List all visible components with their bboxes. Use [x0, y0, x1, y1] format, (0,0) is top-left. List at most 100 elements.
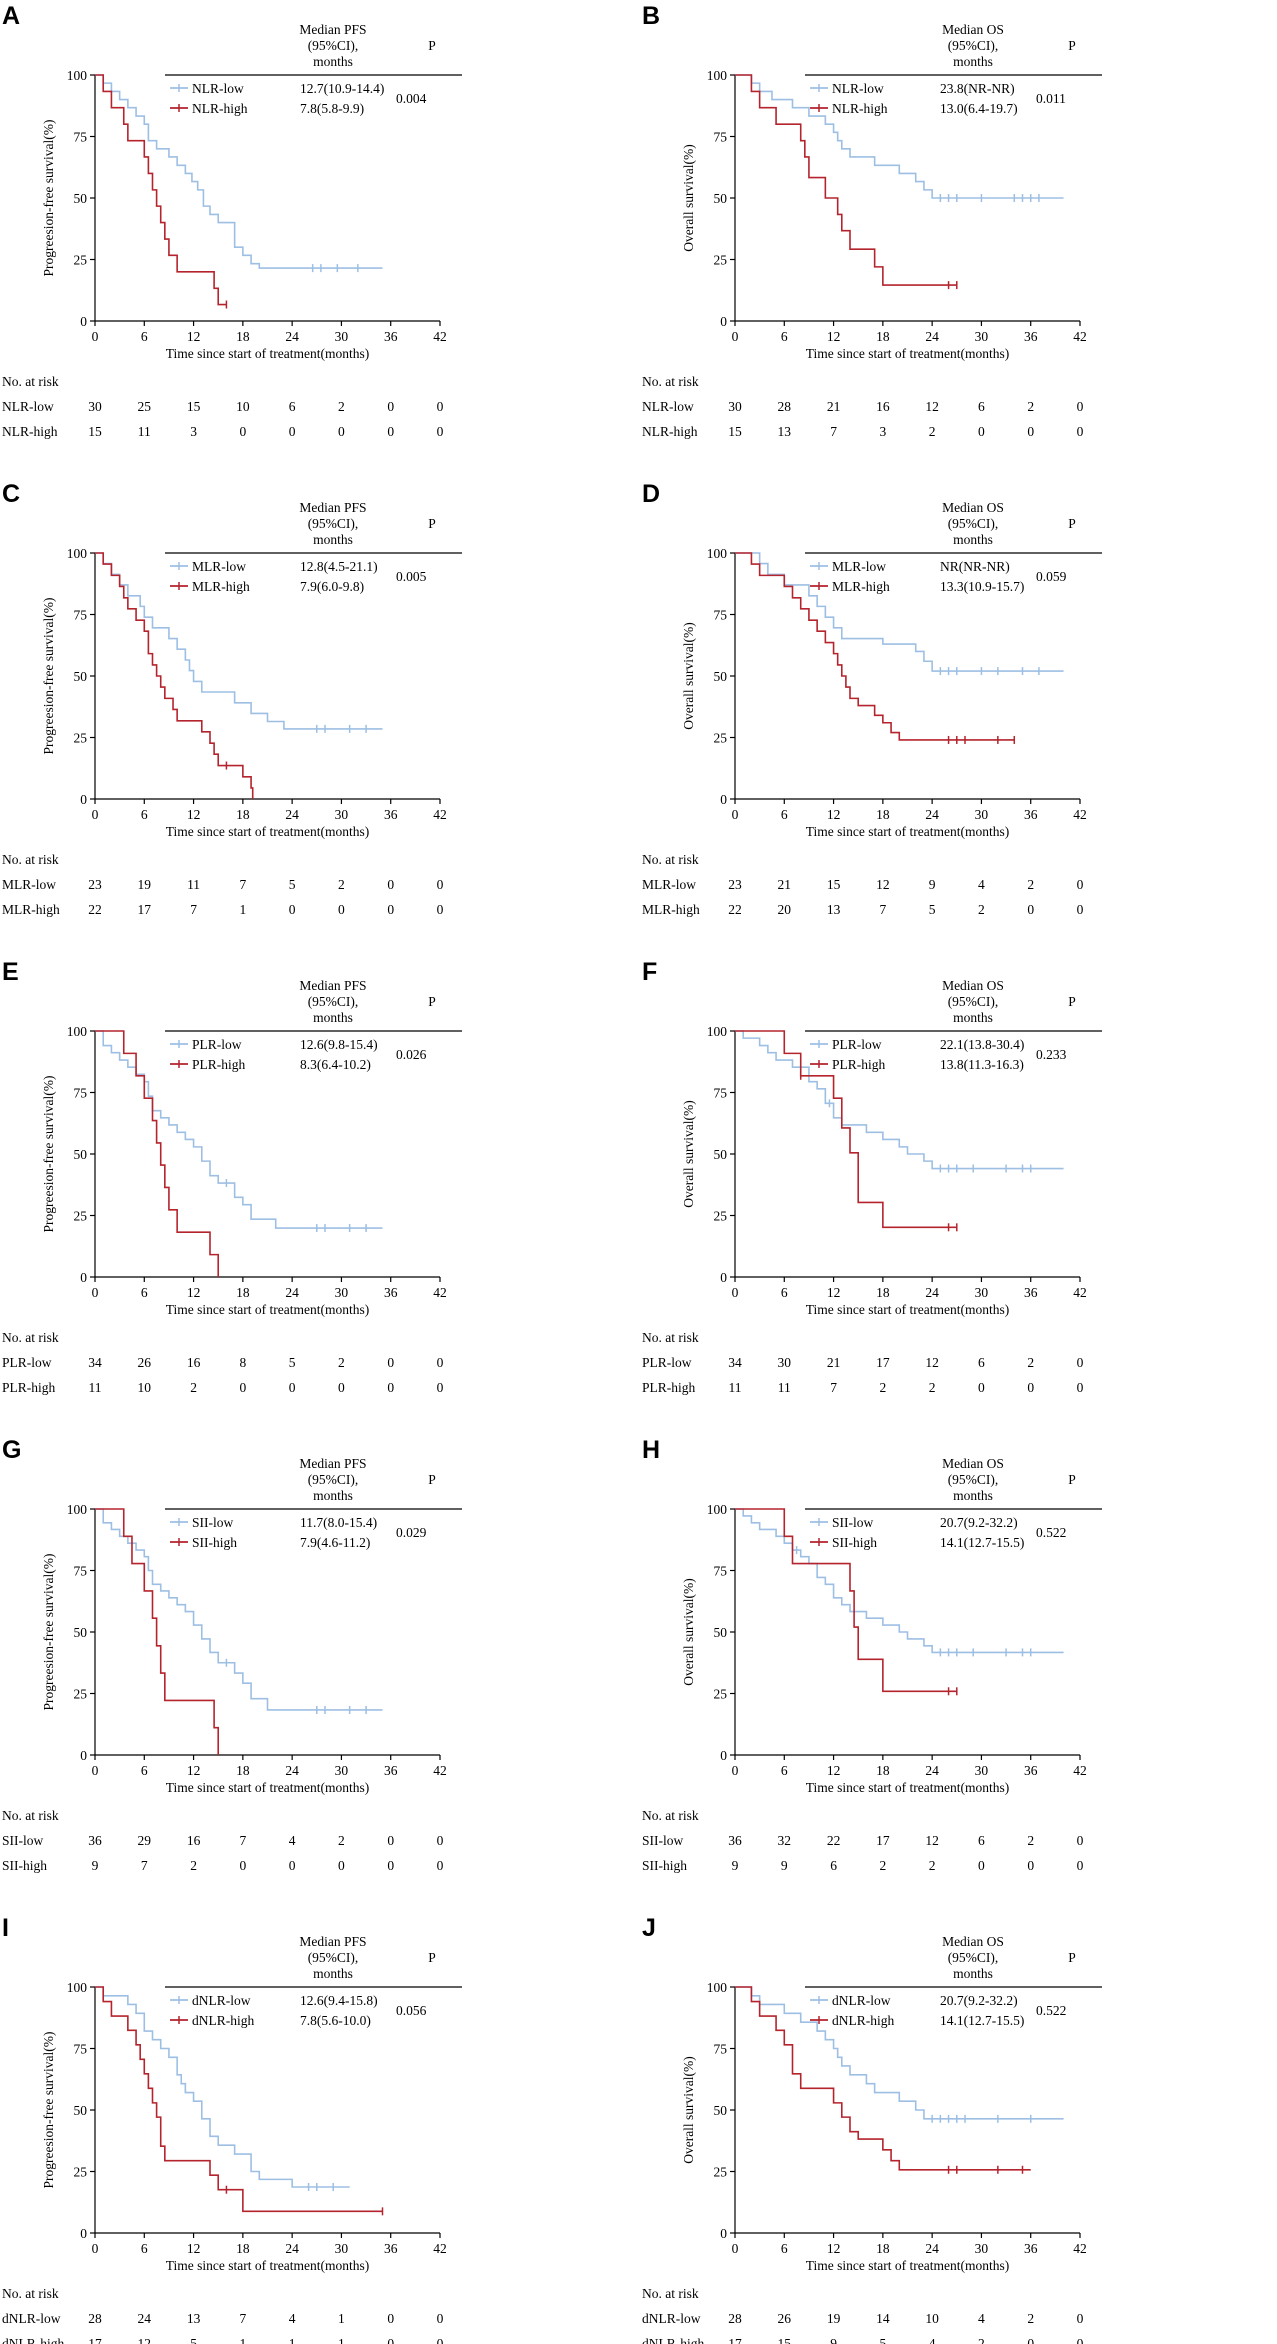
x-tick-label: 0 — [92, 1763, 99, 1778]
y-axis-title: Progreesion-free survival(%) — [41, 597, 56, 754]
x-tick-label: 6 — [781, 2241, 788, 2256]
risk-count: 11 — [729, 1380, 742, 1395]
risk-row-label: SII-high — [642, 1858, 687, 1873]
risk-table-title: No. at risk — [642, 852, 699, 867]
y-tick-label: 75 — [74, 1564, 88, 1579]
risk-count: 2 — [190, 1380, 197, 1395]
risk-count: 2 — [1027, 877, 1034, 892]
risk-count: 0 — [978, 1858, 985, 1873]
x-tick-label: 18 — [876, 2241, 890, 2256]
median-header-line: Median OS — [942, 978, 1004, 993]
risk-count: 0 — [289, 1380, 296, 1395]
km-curve-low — [95, 74, 383, 269]
x-tick-label: 12 — [187, 1285, 201, 1300]
risk-count: 29 — [138, 1833, 152, 1848]
km-panel-g: G Median PFS (95%CI), months P SII-low 11.7(8.… — [0, 1434, 620, 1873]
panel-letter: D — [642, 480, 660, 508]
risk-count: 0 — [239, 424, 246, 439]
risk-count: 2 — [879, 1380, 886, 1395]
risk-count: 14 — [876, 2311, 890, 2326]
km-panel-a: A Median PFS (95%CI), months P NLR-low 12.7(10… — [0, 0, 620, 439]
risk-count: 2 — [1027, 1833, 1034, 1848]
risk-row-label: NLR-low — [642, 399, 694, 414]
legend-label: NLR-low — [192, 81, 244, 96]
x-tick-label: 30 — [975, 1763, 989, 1778]
panel-letter: I — [2, 1914, 9, 1942]
km-curve-high — [735, 1986, 1031, 2171]
y-tick-label: 100 — [707, 546, 728, 561]
risk-count: 0 — [387, 1355, 394, 1370]
x-tick-label: 30 — [335, 807, 349, 822]
x-tick-label: 6 — [781, 1763, 788, 1778]
risk-count: 34 — [728, 1355, 742, 1370]
risk-count: 0 — [1077, 1355, 1084, 1370]
y-tick-label: 0 — [80, 1748, 87, 1763]
x-tick-label: 30 — [975, 2241, 989, 2256]
x-tick-label: 36 — [384, 807, 398, 822]
risk-count: 11 — [89, 1380, 102, 1395]
risk-count: 11 — [187, 877, 200, 892]
risk-count: 0 — [1027, 424, 1034, 439]
panel-letter: F — [642, 958, 657, 986]
legend-label: dNLR-high — [832, 2013, 894, 2028]
risk-row-label: dNLR-low — [642, 2311, 701, 2326]
p-header: P — [1068, 38, 1076, 53]
y-tick-label: 100 — [67, 1980, 88, 1995]
panel-letter: A — [2, 2, 20, 30]
km-curve-low — [95, 1030, 383, 1229]
x-tick-label: 18 — [236, 1285, 250, 1300]
risk-row-label: MLR-low — [642, 877, 696, 892]
risk-count: 1 — [239, 2336, 246, 2344]
x-tick-label: 6 — [141, 1763, 148, 1778]
y-tick-label: 25 — [714, 731, 728, 746]
risk-count: 5 — [190, 2336, 197, 2344]
median-header-line: (95%CI), — [308, 994, 359, 1009]
median-header-line: months — [953, 1488, 993, 1503]
km-panel-c: C Median PFS (95%CI), months P MLR-low 12.8(4.… — [0, 478, 620, 917]
legend-median: 22.1(13.8-30.4) — [940, 1037, 1024, 1052]
x-tick-label: 30 — [975, 807, 989, 822]
risk-count: 0 — [338, 1380, 345, 1395]
risk-count: 4 — [978, 877, 985, 892]
x-tick-label: 12 — [187, 329, 201, 344]
x-tick-label: 12 — [827, 329, 841, 344]
km-chart: C Median PFS(95%CI),months P MLR-low 12.8(4.… — [2, 480, 462, 917]
risk-count: 7 — [830, 424, 837, 439]
y-axis-title: Overall survival(%) — [681, 1100, 696, 1208]
km-curve-high — [95, 1030, 220, 1277]
legend-label: SII-high — [192, 1535, 237, 1550]
p-value: 0.029 — [396, 1525, 427, 1540]
x-tick-label: 24 — [285, 329, 299, 344]
x-tick-label: 6 — [781, 1285, 788, 1300]
legend-median: NR(NR-NR) — [940, 559, 1010, 574]
risk-count: 21 — [778, 877, 792, 892]
km-chart: G Median PFS(95%CI),months P SII-low 11.7(8.… — [2, 1436, 462, 1873]
risk-count: 0 — [387, 2311, 394, 2326]
x-axis-title: Time since start of treatment(months) — [166, 1302, 369, 1317]
risk-count: 4 — [929, 2336, 936, 2344]
risk-count: 19 — [138, 877, 152, 892]
risk-count: 5 — [929, 902, 936, 917]
risk-count: 0 — [338, 1858, 345, 1873]
risk-count: 24 — [138, 2311, 152, 2326]
risk-count: 7 — [190, 902, 197, 917]
risk-table-title: No. at risk — [2, 2286, 59, 2301]
risk-count: 0 — [437, 902, 444, 917]
risk-count: 0 — [387, 1833, 394, 1848]
risk-row-label: MLR-low — [2, 877, 56, 892]
risk-count: 1 — [338, 2336, 345, 2344]
risk-count: 3 — [879, 424, 886, 439]
y-tick-label: 50 — [714, 2103, 728, 2118]
risk-count: 17 — [138, 902, 152, 917]
legend-label: NLR-high — [192, 101, 248, 116]
p-header: P — [428, 1950, 436, 1965]
risk-count: 2 — [879, 1858, 886, 1873]
y-tick-label: 100 — [67, 1024, 88, 1039]
x-tick-label: 24 — [925, 1763, 939, 1778]
legend-label: SII-low — [192, 1515, 233, 1530]
median-header-line: (95%CI), — [948, 994, 999, 1009]
x-tick-label: 42 — [433, 2241, 447, 2256]
y-tick-label: 50 — [74, 1147, 88, 1162]
y-tick-label: 100 — [707, 1980, 728, 1995]
x-tick-label: 36 — [384, 329, 398, 344]
